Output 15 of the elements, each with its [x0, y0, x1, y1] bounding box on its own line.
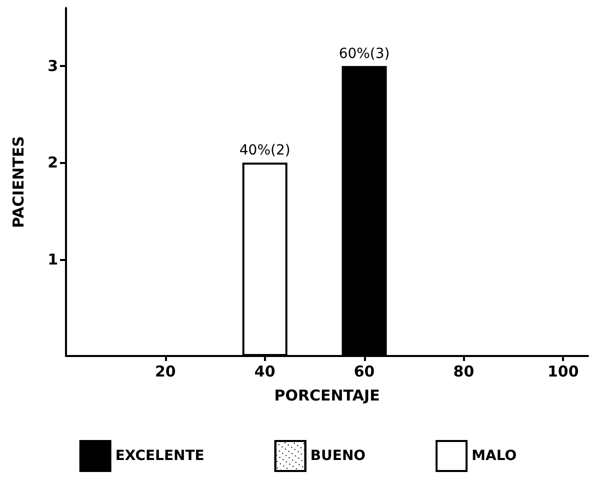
x-tick-label: 60	[354, 362, 375, 380]
legend-label: BUENO	[310, 448, 366, 464]
y-tick-label: 1	[48, 250, 58, 268]
y-axis-title: PACIENTES	[10, 136, 28, 228]
legend-label: EXCELENTE	[115, 448, 204, 464]
x-tick-label: 20	[154, 362, 176, 380]
x-tick-label: 40	[254, 362, 276, 380]
x-tick-label: 100	[547, 362, 579, 380]
data-label: 60%(3)	[338, 46, 390, 62]
legend-label: MALO	[472, 448, 517, 464]
x-tick-label: 80	[453, 362, 474, 380]
data-label: 40%(2)	[239, 142, 290, 159]
x-axis-title: PORCENTAJE	[274, 386, 380, 404]
y-tick-label: 3	[48, 57, 58, 75]
y-tick-label: 2	[48, 154, 58, 172]
